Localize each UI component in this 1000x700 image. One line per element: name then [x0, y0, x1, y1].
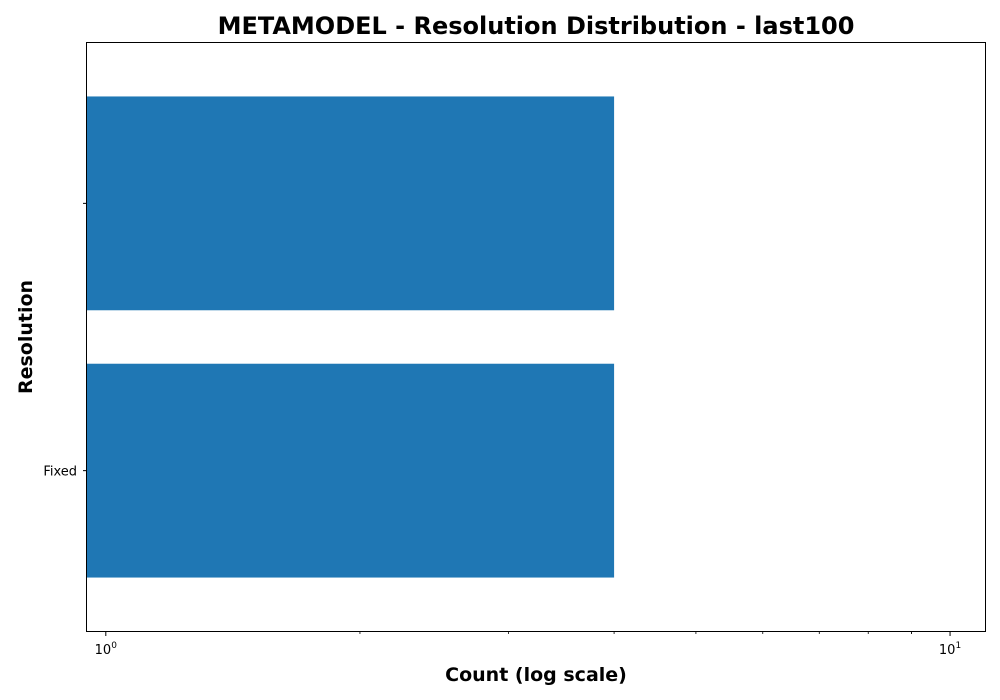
- x-tick-base: 10: [939, 643, 956, 658]
- x-tick-label: 100: [95, 641, 118, 658]
- x-axis: 100 101: [95, 631, 961, 658]
- x-tick-exponent: 0: [111, 641, 117, 651]
- x-axis-label: Count (log scale): [445, 664, 627, 686]
- plot-area-frame: [86, 42, 986, 632]
- chart-title: METAMODEL - Resolution Distribution - la…: [218, 12, 855, 40]
- x-tick-label: 101: [939, 641, 961, 658]
- x-tick-base: 10: [95, 643, 112, 658]
- bar-unlabeled: [87, 96, 615, 311]
- bar-fixed: [87, 363, 615, 578]
- x-tick-exponent: 1: [955, 641, 961, 651]
- y-tick-label: Fixed: [43, 465, 77, 480]
- y-axis-label: Resolution: [15, 280, 37, 394]
- bars-layer: [87, 96, 615, 578]
- y-axis: Fixed: [43, 202, 87, 480]
